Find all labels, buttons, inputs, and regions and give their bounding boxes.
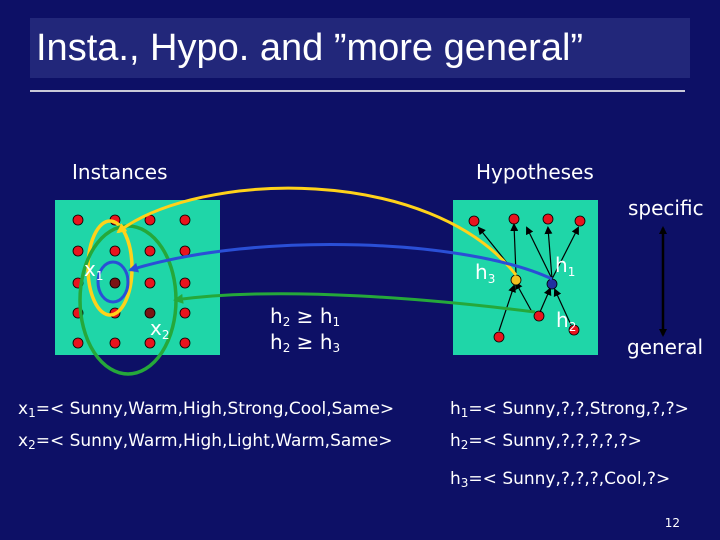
- x2-label: x2: [150, 316, 169, 342]
- relation-h2-h1: h2 ≥ h1: [270, 304, 341, 329]
- hypothesis-dot: [508, 213, 520, 225]
- instance-dot: [179, 277, 191, 289]
- specific-label: specific: [628, 196, 704, 220]
- hypothesis-dot: [574, 215, 586, 227]
- h1-coverage-ellipse: [96, 260, 130, 304]
- instance-dot: [72, 245, 84, 257]
- title-box: [30, 18, 690, 78]
- hypothesis-dot: [468, 215, 480, 227]
- h2-definition: h2=< Sunny,?,?,?,?,?>: [450, 431, 642, 452]
- x1-label: x1: [84, 257, 103, 283]
- x2-definition: x2=< Sunny,Warm,High,Light,Warm,Same>: [18, 431, 393, 452]
- h2-to-instances-arrow: [173, 292, 536, 314]
- instance-dot: [179, 337, 191, 349]
- x1-point: [109, 277, 121, 289]
- h3-definition: h3=< Sunny,?,?,?,Cool,?>: [450, 469, 671, 490]
- x2-point: [144, 307, 156, 319]
- relation-h2-h3: h2 ≥ h3: [270, 330, 341, 355]
- h1-label: h1: [555, 253, 575, 279]
- general-label: general: [627, 335, 704, 359]
- h3-to-instances-arrow: [116, 186, 518, 276]
- instance-dot: [179, 307, 191, 319]
- hypothesis-dot: [542, 213, 554, 225]
- page-number: 12: [664, 516, 680, 530]
- hypothesis-dot: [533, 310, 545, 322]
- instance-dot: [144, 337, 156, 349]
- instance-dot: [144, 245, 156, 257]
- instance-dot: [179, 214, 191, 226]
- instance-dot: [109, 245, 121, 257]
- hypothesis-dot: [493, 331, 505, 343]
- instances-label: Instances: [72, 160, 168, 184]
- h1-definition: h1=< Sunny,?,?,Strong,?,?>: [450, 399, 689, 420]
- hypothesis-dot: [568, 324, 580, 336]
- h1-to-instances-arrow: [128, 242, 553, 281]
- x1-definition: x1=< Sunny,Warm,High,Strong,Cool,Same>: [18, 399, 395, 420]
- instance-dot: [109, 337, 121, 349]
- h2-label: h2: [556, 308, 576, 334]
- h3-label: h3: [475, 260, 495, 286]
- hypotheses-label: Hypotheses: [476, 160, 594, 184]
- title-divider: [30, 90, 685, 92]
- slide-title: Insta., Hypo. and ”more general”: [36, 27, 584, 69]
- hypothesis-dots: [468, 213, 586, 343]
- instance-dot: [72, 337, 84, 349]
- instance-dot: [72, 214, 84, 226]
- h1-point: [546, 278, 558, 290]
- h3-point: [510, 274, 522, 286]
- instance-dot: [144, 277, 156, 289]
- instance-dot: [179, 245, 191, 257]
